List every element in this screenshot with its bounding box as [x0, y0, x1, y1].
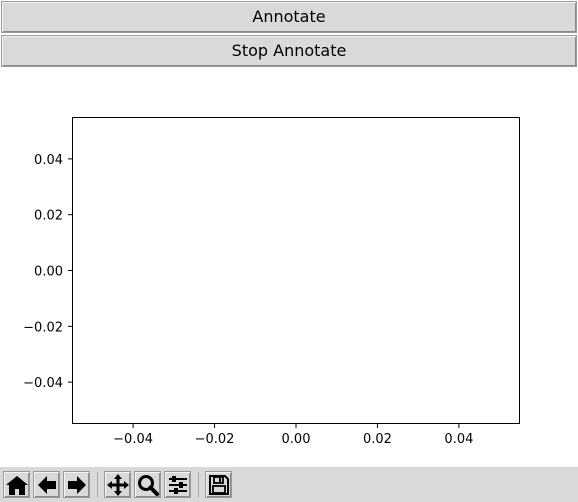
x-tick-label: −0.02 — [195, 432, 235, 447]
y-tick-label: −0.02 — [23, 320, 63, 335]
zoom-icon — [137, 474, 159, 496]
x-tick-label: 0.04 — [444, 432, 473, 447]
y-tick-label: −0.04 — [23, 376, 63, 391]
annotate-button[interactable]: Annotate — [1, 1, 577, 33]
configure-subplots-icon — [168, 475, 187, 494]
plot-figure[interactable]: −0.04 −0.02 0.00 0.02 0.04 −0.04 −0.02 0.00 0.02… — [0, 68, 578, 466]
pan-icon — [106, 473, 129, 496]
axes-frame — [72, 117, 520, 424]
x-tick-label: 0.02 — [363, 432, 392, 447]
home-icon — [5, 475, 28, 495]
back-arrow-icon — [37, 475, 56, 494]
y-tick-label: 0.00 — [34, 265, 63, 280]
forward-arrow-icon — [67, 475, 86, 494]
plot-axes[interactable]: −0.04 −0.02 0.00 0.02 0.04 −0.04 −0.02 0.00 0.02… — [0, 68, 578, 466]
home-button[interactable] — [3, 471, 30, 498]
save-icon — [208, 474, 229, 495]
navigation-toolbar — [0, 467, 578, 502]
save-button[interactable] — [205, 471, 232, 498]
y-tick-label: 0.04 — [34, 153, 63, 168]
stop-annotate-button[interactable]: Stop Annotate — [1, 35, 577, 67]
pan-button[interactable] — [104, 471, 131, 498]
x-tick-label: 0.00 — [282, 432, 311, 447]
toolbar-separator — [198, 472, 199, 497]
toolbar-separator — [97, 472, 98, 497]
plot-area — [72, 117, 520, 424]
back-button[interactable] — [33, 471, 60, 498]
forward-button[interactable] — [63, 471, 90, 498]
x-tick-label: −0.04 — [113, 432, 153, 447]
configure-subplots-button[interactable] — [164, 471, 191, 498]
zoom-button[interactable] — [134, 471, 161, 498]
y-tick-label: 0.02 — [34, 209, 63, 224]
